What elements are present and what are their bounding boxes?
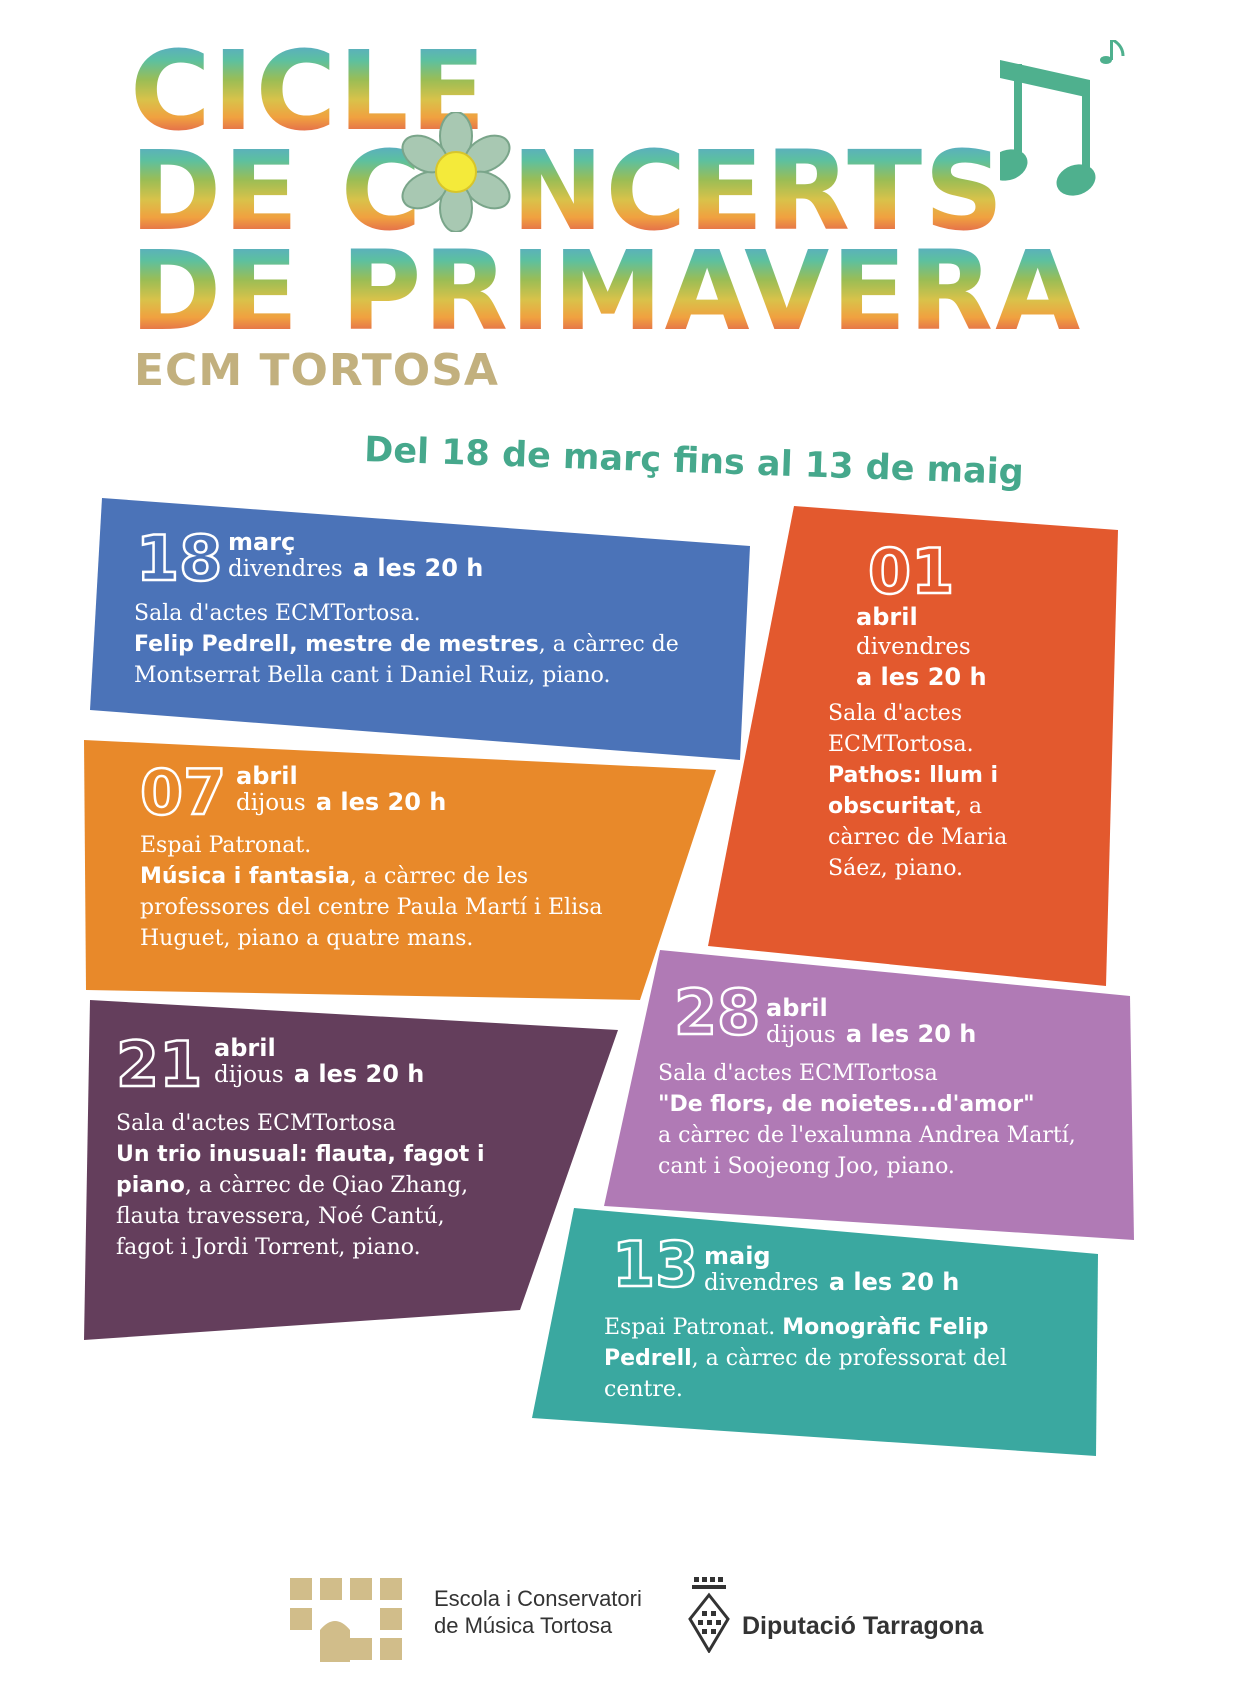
event-day: 21 xyxy=(115,1028,204,1101)
diputacio-shield-icon xyxy=(688,1577,730,1653)
event-weekday: dijous xyxy=(214,1062,284,1088)
event-date-info: abril dijous a les 20 h xyxy=(766,996,976,1048)
event-venue: Espai Patronat. xyxy=(140,833,312,858)
event-date-info: maig divendres a les 20 h xyxy=(704,1244,959,1296)
event-date-info: abril dijous a les 20 h xyxy=(236,764,446,816)
event-month: març xyxy=(228,528,296,556)
event-card-01-abril: 01 abril divendres a les 20 h Sala d'act… xyxy=(708,506,1128,986)
event-performers: , a càrrec de Maria Sáez, piano. xyxy=(828,794,1008,881)
event-description: Espai Patronat. Música i fantasia, a càr… xyxy=(140,830,610,954)
diputacio-name: Diputació Tarragona xyxy=(742,1612,984,1640)
event-card-background xyxy=(90,498,750,760)
event-day: 28 xyxy=(673,976,762,1049)
school-logo-icon xyxy=(290,1578,402,1662)
event-performers: , a càrrec de les professores del centre… xyxy=(140,864,603,951)
school-name-line-2: de Música Tortosa xyxy=(434,1613,613,1638)
title-line-1: CICLE xyxy=(130,27,488,155)
event-title: Monogràfic Felip Pedrell xyxy=(604,1315,989,1371)
event-card-07-abril: 07 abril dijous a les 20 h Espai Patrona… xyxy=(80,740,720,1000)
event-time: a les 20 h xyxy=(845,1020,977,1048)
event-month: abril xyxy=(766,994,828,1022)
music-notes-icon xyxy=(1000,40,1125,196)
event-title: Un trio inusual: flauta, fagot i piano xyxy=(116,1142,485,1198)
event-date-info: març divendres a les 20 h xyxy=(228,530,483,582)
event-month: abril xyxy=(214,1034,276,1062)
event-day: 13 xyxy=(611,1228,700,1301)
event-venue: Sala d'actes ECMTortosa xyxy=(658,1061,938,1086)
event-weekday: dijous xyxy=(766,1022,836,1048)
event-time: a les 20 h xyxy=(315,788,447,816)
event-weekday: divendres xyxy=(228,556,343,582)
event-date-info: abril dijous a les 20 h xyxy=(214,1036,424,1088)
event-day: 01 xyxy=(867,535,956,608)
school-name: Escola i Conservatori de Música Tortosa xyxy=(434,1585,642,1639)
event-performers: , a càrrec de Montserrat Bella cant i Da… xyxy=(134,632,679,688)
event-weekday: dijous xyxy=(236,790,306,816)
event-month: maig xyxy=(704,1242,771,1270)
event-description: Sala d'actes ECMTortosa "De flors, de no… xyxy=(658,1058,1118,1182)
event-card-background xyxy=(84,740,716,1000)
event-description: Sala d'actes ECMTortosa Un trio inusual:… xyxy=(116,1108,506,1263)
event-card-background xyxy=(708,506,1118,986)
event-description: Espai Patronat. Monogràfic Felip Pedrell… xyxy=(604,1312,1054,1405)
flower-icon xyxy=(401,112,511,232)
event-time: a les 20 h xyxy=(856,663,987,691)
event-performers: , a càrrec de Qiao Zhang, flauta travess… xyxy=(116,1173,469,1260)
event-performers: , a càrrec de professorat del centre. xyxy=(604,1346,1008,1402)
event-date-info: abril divendres a les 20 h xyxy=(856,602,1056,692)
event-performers: a càrrec de l'exalumna Andrea Martí, can… xyxy=(658,1123,1076,1179)
event-card-13-maig: 13 maig divendres a les 20 h Espai Patro… xyxy=(532,1208,1100,1468)
event-venue: Sala d'actes ECMTortosa xyxy=(116,1111,396,1136)
event-description: Sala d'actes ECMTortosa. Felip Pedrell, … xyxy=(134,598,734,691)
event-card-18-marc: 18 març divendres a les 20 h Sala d'acte… xyxy=(90,498,770,760)
event-weekday: divendres xyxy=(704,1270,819,1296)
event-time: a les 20 h xyxy=(352,554,484,582)
event-time: a les 20 h xyxy=(828,1268,960,1296)
event-description: Sala d'actes ECMTortosa. Pathos: llum i … xyxy=(828,698,1038,884)
date-range: Del 18 de març fins al 13 de maig xyxy=(363,430,1025,494)
event-month: abril xyxy=(236,762,298,790)
event-day: 18 xyxy=(135,522,224,595)
event-weekday: divendres xyxy=(856,634,971,660)
event-venue: Sala d'actes ECMTortosa. xyxy=(828,701,974,757)
event-venue: Espai Patronat. xyxy=(604,1315,776,1340)
event-month: abril xyxy=(856,603,918,631)
event-title: Felip Pedrell, mestre de mestres xyxy=(134,632,539,657)
event-venue: Sala d'actes ECMTortosa. xyxy=(134,601,421,626)
event-title: "De flors, de noietes...d'amor" xyxy=(658,1092,1035,1117)
event-card-28-abril: 28 abril dijous a les 20 h Sala d'actes … xyxy=(604,950,1144,1240)
event-card-background xyxy=(84,1000,618,1340)
subtitle: ECM TORTOSA xyxy=(134,345,499,396)
event-card-21-abril: 21 abril dijous a les 20 h Sala d'actes … xyxy=(80,1000,620,1360)
title-line-3: DE PRIMAVERA xyxy=(130,227,1083,355)
event-day: 07 xyxy=(139,756,228,829)
event-card-background xyxy=(604,950,1134,1240)
event-time: a les 20 h xyxy=(293,1060,425,1088)
event-title: Música i fantasia xyxy=(140,864,350,889)
event-title: Pathos: llum i obscuritat xyxy=(828,763,999,819)
event-card-background xyxy=(532,1208,1098,1456)
school-name-line-1: Escola i Conservatori xyxy=(434,1586,642,1611)
